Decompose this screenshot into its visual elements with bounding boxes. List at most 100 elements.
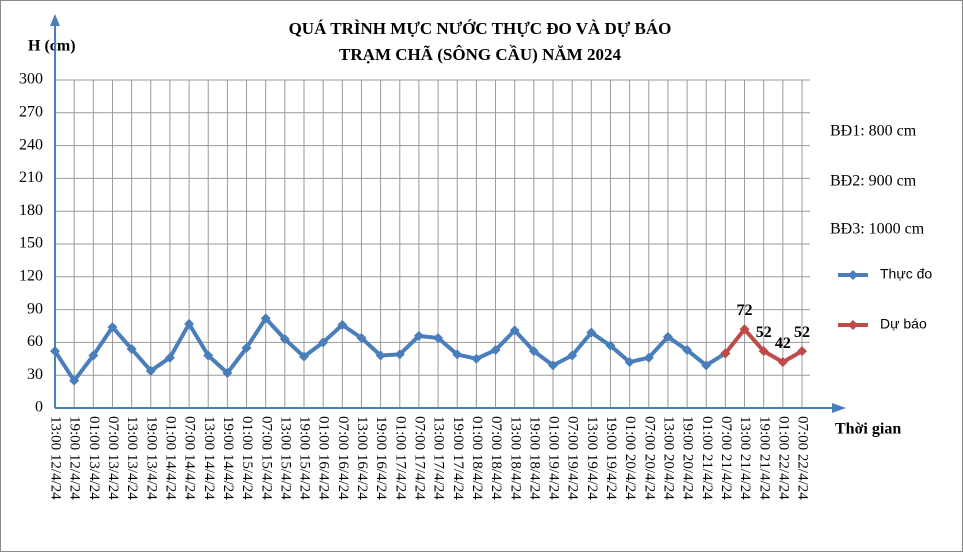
x-tick-label: 19:00 14/4/24 [220, 416, 236, 500]
legend-label: Thực đo [880, 266, 932, 282]
x-tick-label: 07:00 22/4/24 [795, 416, 811, 500]
y-axis-arrow [50, 14, 60, 26]
point-marker [50, 346, 60, 357]
y-tick-label: 210 [19, 169, 43, 186]
point-marker [260, 313, 271, 324]
annotation: BĐ3: 1000 cm [830, 221, 925, 238]
point-marker [624, 357, 635, 368]
x-tick-label: 07:00 18/4/24 [488, 416, 504, 500]
y-tick-label: 60 [27, 333, 43, 350]
x-tick-label: 13:00 16/4/24 [354, 416, 370, 500]
x-tick-label: 19:00 17/4/24 [450, 416, 466, 500]
legend-label: Dự báo [880, 316, 927, 332]
x-tick-label: 13:00 19/4/24 [584, 416, 600, 500]
x-tick-label: 07:00 17/4/24 [411, 416, 427, 500]
series-line [53, 316, 727, 383]
x-tick-label: 01:00 18/4/24 [469, 416, 485, 500]
x-tick-label: 19:00 13/4/24 [143, 416, 159, 500]
y-tick-label: 30 [27, 366, 43, 383]
y-tick-label: 0 [35, 399, 43, 416]
x-tick-label: 07:00 15/4/24 [258, 416, 274, 500]
point-marker [701, 360, 712, 371]
point-marker [433, 333, 444, 344]
point-marker [318, 337, 329, 348]
chart-title: QUÁ TRÌNH MỰC NƯỚC THỰC ĐO VÀ DỰ BÁO [289, 19, 672, 38]
point-marker [509, 325, 520, 336]
x-tick-label: 13:00 13/4/24 [124, 416, 140, 500]
annotation: BĐ1: 800 cm [830, 123, 917, 140]
x-tick-label: 07:00 16/4/24 [335, 416, 351, 500]
point-marker [88, 350, 99, 361]
y-tick-label: 270 [19, 103, 43, 120]
point-marker [356, 333, 367, 344]
x-tick-label: 19:00 12/4/24 [67, 416, 83, 500]
data-label: 52 [794, 324, 810, 341]
x-tick-label: 19:00 15/4/24 [297, 416, 313, 500]
point-marker [299, 351, 309, 362]
x-tick-label: 07:00 13/4/24 [105, 416, 121, 500]
annotation: BĐ2: 900 cm [830, 173, 917, 190]
x-tick-label: 19:00 18/4/24 [526, 416, 542, 500]
point-marker [605, 340, 616, 351]
x-tick-label: 13:00 21/4/24 [737, 416, 753, 500]
x-tick-label: 13:00 17/4/24 [431, 416, 447, 500]
x-axis-label: Thời gian [835, 421, 901, 438]
x-tick-label: 01:00 20/4/24 [622, 416, 638, 500]
point-marker [643, 352, 654, 363]
x-tick-label: 19:00 19/4/24 [603, 416, 619, 500]
data-label: 52 [756, 324, 772, 341]
x-tick-label: 07:00 19/4/24 [565, 416, 581, 500]
point-marker [739, 324, 750, 335]
point-marker [394, 349, 405, 360]
legend-marker [848, 270, 858, 280]
y-tick-label: 90 [27, 300, 43, 317]
x-tick-label: 01:00 15/4/24 [239, 416, 255, 500]
point-marker [471, 353, 482, 364]
x-tick-label: 01:00 16/4/24 [316, 416, 332, 500]
point-marker [490, 345, 501, 356]
x-tick-label: 01:00 19/4/24 [546, 416, 562, 500]
point-marker [145, 365, 156, 376]
x-tick-label: 07:00 21/4/24 [718, 416, 734, 500]
x-tick-label: 07:00 20/4/24 [641, 416, 657, 500]
point-marker [241, 342, 252, 353]
x-tick-label: 01:00 14/4/24 [162, 416, 178, 500]
point-marker [548, 360, 558, 371]
point-marker [758, 346, 769, 357]
y-tick-label: 300 [19, 71, 43, 88]
x-tick-label: 01:00 22/4/24 [775, 416, 791, 500]
point-marker [452, 349, 463, 360]
x-axis-arrow [832, 403, 846, 413]
x-tick-label: 13:00 20/4/24 [660, 416, 676, 500]
point-marker [69, 375, 80, 386]
x-tick-label: 01:00 21/4/24 [699, 416, 715, 500]
x-tick-label: 01:00 17/4/24 [392, 416, 408, 500]
point-marker [662, 331, 673, 342]
point-marker [567, 350, 578, 361]
y-tick-label: 150 [19, 235, 43, 252]
x-tick-label: 19:00 20/4/24 [680, 416, 696, 500]
y-axis-label: H (cm) [28, 38, 76, 55]
y-tick-label: 180 [19, 202, 43, 219]
x-tick-label: 13:00 15/4/24 [277, 416, 293, 500]
legend-marker [848, 320, 858, 330]
chart-title: TRẠM CHÃ (SÔNG CẦU) NĂM 2024 [339, 45, 621, 64]
point-marker [126, 343, 137, 354]
y-tick-label: 120 [19, 267, 43, 284]
point-marker [107, 322, 118, 333]
x-tick-label: 01:00 13/4/24 [86, 416, 102, 500]
point-marker [222, 368, 233, 379]
point-marker [797, 346, 807, 357]
x-tick-label: 07:00 14/4/24 [182, 416, 198, 500]
x-tick-label: 19:00 21/4/24 [756, 416, 772, 500]
x-tick-label: 19:00 16/4/24 [373, 416, 389, 500]
point-marker [413, 330, 424, 341]
point-marker [203, 350, 214, 361]
point-marker [375, 350, 386, 361]
data-label: 72 [737, 302, 753, 319]
point-marker [682, 345, 693, 356]
point-marker [528, 346, 539, 357]
point-marker [586, 327, 597, 338]
x-tick-label: 13:00 18/4/24 [507, 416, 523, 500]
